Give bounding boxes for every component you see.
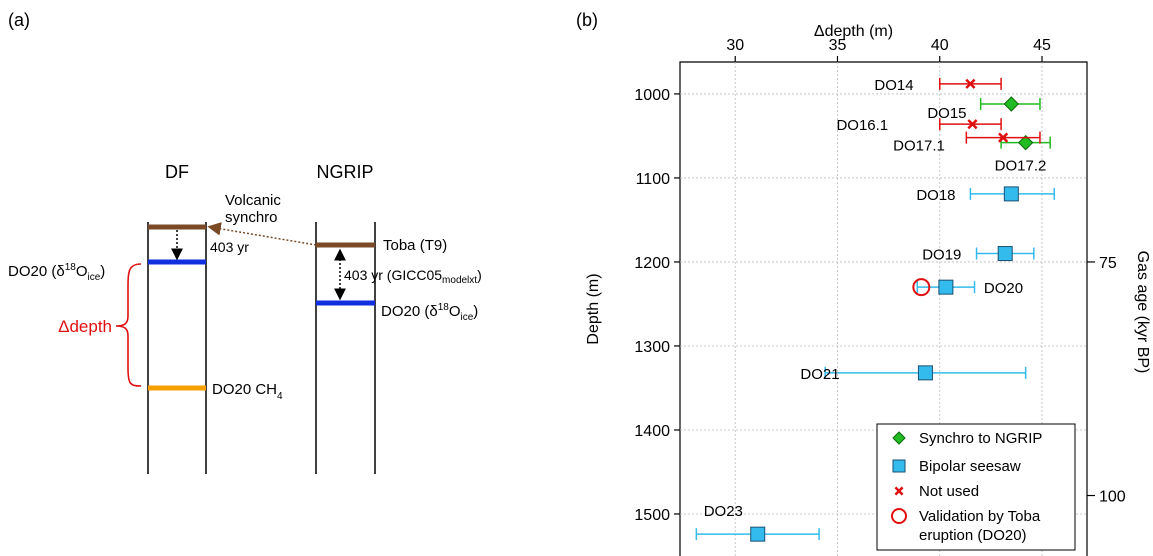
ch4-label: DO20 CH4	[212, 381, 283, 402]
volcanic-synchro-arrow	[207, 222, 317, 246]
point-label: DO17.2	[995, 158, 1047, 175]
panel-a-label: (a)	[8, 10, 30, 30]
data-point-do17-2	[1017, 134, 1034, 151]
panel-b-label: (b)	[576, 10, 598, 30]
y2-tick-label: 75	[1099, 255, 1117, 272]
ngrip-do20-label: DO20 (δ18Oice)	[381, 302, 478, 323]
df-gap-label: 403 yr	[210, 239, 249, 255]
delta-depth-label: Δdepth	[58, 317, 112, 336]
legend-box	[876, 423, 1076, 551]
data-point-do14	[965, 78, 976, 89]
legend-marker	[894, 486, 904, 496]
scatter-chart: 30 35 40 45 Δdepth (m) 1000 1100 1200 1300 1400 15…	[585, 23, 1151, 556]
y2-axis-title: Gas age (kyr BP)	[1134, 251, 1151, 374]
legend-label-line2: eruption (DO20)	[919, 527, 1027, 544]
volcanic-label-line1: Volcanic	[225, 192, 281, 209]
point-label: DO14	[874, 77, 913, 94]
data-point-do21	[917, 365, 933, 381]
point-label: DO18	[916, 187, 955, 204]
legend-marker	[892, 431, 906, 445]
legend-marker	[892, 459, 906, 473]
y-tick-label: 1000	[634, 87, 670, 104]
data-point-toba-validation	[912, 278, 931, 297]
legend-label: Validation by Toba	[919, 508, 1041, 525]
legend-marker	[891, 508, 907, 524]
toba-label: Toba (T9)	[383, 237, 447, 254]
ngrip-gap-label: 403 yr (GICC05modelxt)	[344, 267, 482, 286]
x-tick-label: 35	[829, 37, 847, 54]
x-tick-label: 40	[931, 37, 949, 54]
y2-tick-label: 100	[1099, 489, 1126, 506]
legend-label: Bipolar seesaw	[919, 458, 1021, 475]
x-axis-title: Δdepth (m)	[814, 23, 893, 40]
y-tick-label: 1400	[634, 423, 670, 440]
data-point-do19	[997, 246, 1013, 262]
delta-depth-brace	[115, 263, 142, 387]
df-do20-label: DO20 (δ18Oice)	[8, 262, 105, 283]
x-tick-label: 45	[1033, 37, 1051, 54]
legend-label: Synchro to NGRIP	[919, 430, 1042, 447]
y-tick-label: 1300	[634, 339, 670, 356]
legend-label: Not used	[919, 483, 979, 500]
data-point-do15	[1003, 96, 1020, 112]
x-tick-label: 30	[726, 37, 744, 54]
y-axis-title: Depth (m)	[585, 273, 602, 344]
y-tick-label: 1100	[636, 171, 671, 188]
point-label: DO16.1	[836, 117, 888, 134]
point-label: DO17.1	[893, 138, 945, 155]
data-point-do17-1	[998, 132, 1009, 143]
data-point-do23	[750, 526, 766, 542]
data-point-do16-1	[967, 119, 978, 130]
point-label: DO20	[984, 280, 1023, 297]
data-point-do20	[938, 279, 954, 295]
y-tick-label: 1500	[634, 507, 670, 524]
point-label: DO15	[927, 105, 966, 122]
panel-a: (a) DF NGRIP Volcanic synchro 403 yr 403…	[8, 10, 482, 474]
point-label: DO21	[800, 366, 839, 383]
point-label: DO19	[922, 247, 961, 264]
volcanic-label-line2: synchro	[225, 209, 278, 226]
df-title: DF	[165, 162, 189, 182]
panel-b: (b) 30 35 40 45 Δdepth (m) 1000 1100 1200 1300 14…	[576, 10, 1151, 556]
ngrip-title: NGRIP	[316, 162, 373, 182]
y-tick-label: 1200	[634, 255, 670, 272]
point-label: DO23	[704, 503, 743, 520]
plot-frame	[679, 61, 1088, 556]
data-point-do18	[1003, 186, 1019, 202]
